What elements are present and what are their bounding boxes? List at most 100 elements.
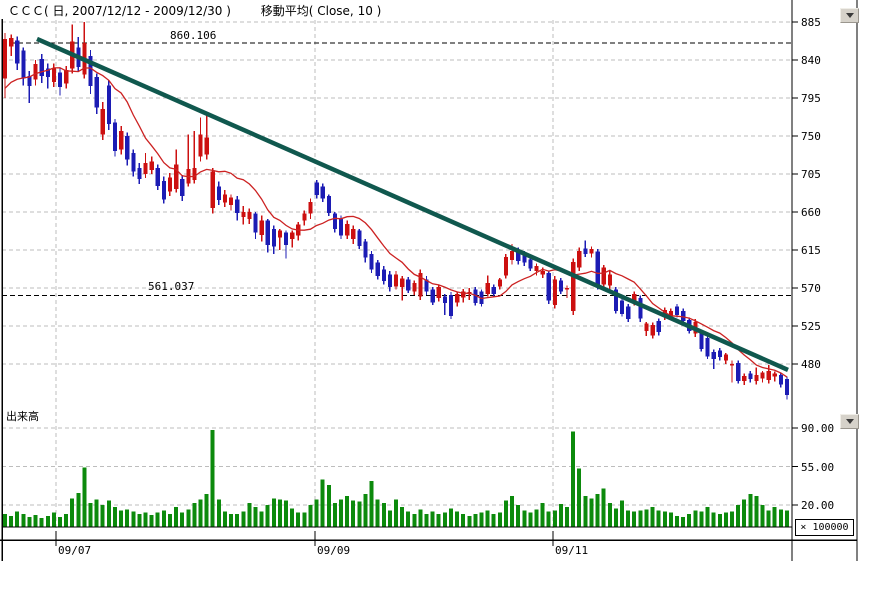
- volume-bar: [253, 507, 258, 527]
- candle-body: [699, 332, 704, 349]
- candle-body: [448, 294, 454, 316]
- candle-body: [45, 68, 50, 77]
- volume-bar: [736, 505, 741, 527]
- candle-body: [729, 364, 735, 366]
- volume-bar: [510, 496, 515, 527]
- volume-bar: [607, 502, 612, 527]
- volume-bar: [674, 516, 679, 527]
- candle-body: [736, 363, 741, 381]
- volume-bar: [522, 510, 527, 527]
- volume-bar: [210, 430, 215, 527]
- price-tick-label: 615: [801, 244, 821, 257]
- volume-bar: [100, 505, 105, 527]
- volume-bar: [259, 511, 264, 527]
- chevron-down-icon: [845, 419, 854, 424]
- volume-bar: [290, 508, 295, 527]
- candle-body: [229, 197, 234, 206]
- price-tick-label: 705: [801, 168, 821, 181]
- candle-body: [418, 272, 423, 297]
- candle-body: [64, 70, 69, 84]
- candle-body: [442, 296, 448, 304]
- candle-body: [271, 228, 276, 247]
- candle-body: [338, 218, 344, 236]
- candle-body: [455, 293, 460, 303]
- candle-body: [607, 274, 612, 286]
- ref-line-label-high: 860.106: [170, 29, 217, 42]
- volume-bar: [638, 510, 643, 527]
- candle-body: [479, 291, 484, 305]
- volume-bar: [448, 508, 453, 527]
- volume-bar: [693, 510, 698, 527]
- volume-bar: [681, 517, 686, 527]
- volume-bar: [9, 516, 14, 527]
- volume-bar: [27, 517, 32, 527]
- candle-body: [400, 278, 405, 288]
- candle-body: [253, 213, 258, 233]
- volume-tick-label: 55.00: [801, 460, 835, 474]
- candle-body: [754, 374, 759, 381]
- candle-body: [381, 269, 386, 282]
- volume-bar: [778, 509, 783, 527]
- candle-body: [546, 272, 551, 301]
- volume-bar: [241, 511, 246, 527]
- volume-bar: [577, 468, 582, 527]
- volume-bar: [235, 513, 240, 527]
- volume-bar: [595, 494, 600, 527]
- candle-body: [583, 248, 588, 255]
- volume-bar: [479, 512, 484, 527]
- volume-bar: [656, 510, 661, 527]
- volume-bar: [461, 513, 466, 527]
- price-tick-label: 480: [801, 358, 821, 371]
- volume-bar: [94, 499, 99, 527]
- volume-bar: [418, 509, 423, 527]
- volume-bar: [626, 510, 631, 527]
- date-tick-label: 09/07: [58, 544, 92, 557]
- volume-bar: [229, 513, 234, 527]
- volume-bar: [143, 512, 148, 527]
- volume-bar: [558, 503, 563, 527]
- volume-bar: [455, 511, 460, 527]
- volume-bar: [149, 514, 154, 527]
- chart-title-bar: ＣＣＣ( 日, 2007/12/12 - 2009/12/30 ) 移動平均( …: [8, 2, 381, 19]
- volume-bar: [88, 502, 93, 527]
- volume-bar: [491, 513, 496, 527]
- volume-bar: [314, 499, 319, 527]
- price-axis-dropdown-button[interactable]: [840, 8, 859, 23]
- candle-body: [711, 352, 716, 359]
- candle-body: [644, 323, 649, 332]
- volume-tick-label: 20.00: [801, 499, 835, 512]
- volume-bar: [723, 512, 728, 527]
- volume-bar: [467, 516, 472, 527]
- candle-body: [766, 370, 771, 381]
- volume-bar: [45, 516, 50, 527]
- volume-bar: [485, 510, 490, 527]
- volume-bar: [687, 513, 692, 527]
- volume-bar: [540, 502, 545, 527]
- candle-body: [241, 212, 246, 218]
- volume-bar: [717, 513, 722, 527]
- volume-bar: [369, 480, 374, 527]
- volume-bar: [338, 499, 343, 527]
- candle-body: [57, 72, 63, 88]
- moving-average-label: 移動平均( Close, 10 ): [260, 4, 382, 18]
- volume-bar: [760, 505, 765, 527]
- volume-bar: [546, 511, 551, 527]
- candle-body: [748, 373, 753, 380]
- candle-body: [742, 375, 747, 381]
- volume-bar: [15, 511, 20, 527]
- candle-body: [656, 320, 661, 332]
- volume-bar: [473, 513, 478, 527]
- volume-bar: [400, 507, 405, 527]
- volume-bar: [302, 512, 307, 527]
- volume-bar: [632, 511, 637, 527]
- volume-bar: [106, 500, 111, 527]
- candle-body: [528, 259, 533, 269]
- volume-bar: [754, 496, 759, 527]
- volume-bar: [662, 511, 667, 527]
- volume-axis-dropdown-button[interactable]: [840, 414, 859, 429]
- candle-body: [638, 298, 643, 319]
- volume-bar: [271, 498, 276, 527]
- volume-bar: [204, 494, 209, 527]
- candle-body: [565, 288, 570, 290]
